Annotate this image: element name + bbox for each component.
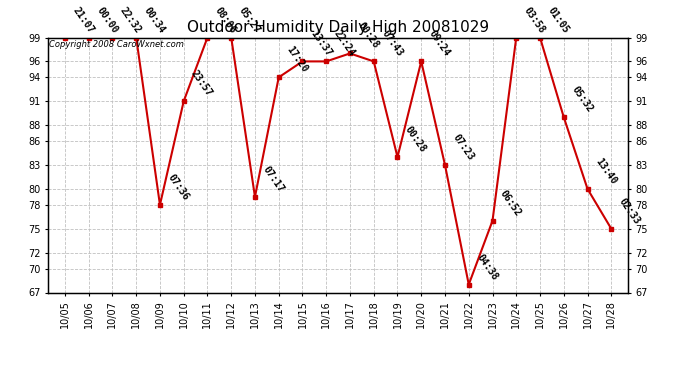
Text: 22:24: 22:24: [332, 29, 357, 58]
Text: 01:05: 01:05: [546, 5, 571, 35]
Text: 23:57: 23:57: [189, 69, 215, 99]
Text: 00:34: 00:34: [141, 5, 167, 35]
Text: 04:38: 04:38: [474, 252, 500, 282]
Text: 13:40: 13:40: [593, 156, 618, 186]
Title: Outdoor Humidity Daily High 20081029: Outdoor Humidity Daily High 20081029: [187, 20, 489, 35]
Text: 22:32: 22:32: [118, 5, 143, 35]
Text: 17:20: 17:20: [284, 45, 309, 75]
Text: 00:28: 00:28: [355, 21, 381, 51]
Text: 07:23: 07:23: [451, 132, 475, 162]
Text: 02:33: 02:33: [617, 196, 642, 226]
Text: 07:43: 07:43: [380, 29, 404, 58]
Text: 00:00: 00:00: [95, 5, 119, 35]
Text: Copyright 2008 CaroWxnet.com: Copyright 2008 CaroWxnet.com: [50, 40, 184, 49]
Text: 08:06: 08:06: [213, 5, 238, 35]
Text: 05:27: 05:27: [237, 5, 262, 35]
Text: 05:32: 05:32: [569, 85, 594, 114]
Text: 06:52: 06:52: [498, 188, 523, 218]
Text: 09:24: 09:24: [427, 29, 452, 58]
Text: 00:28: 00:28: [403, 124, 428, 154]
Text: 07:36: 07:36: [166, 172, 190, 202]
Text: 13:37: 13:37: [308, 29, 333, 58]
Text: 03:58: 03:58: [522, 5, 547, 35]
Text: 21:07: 21:07: [70, 5, 95, 35]
Text: 07:17: 07:17: [261, 164, 286, 194]
